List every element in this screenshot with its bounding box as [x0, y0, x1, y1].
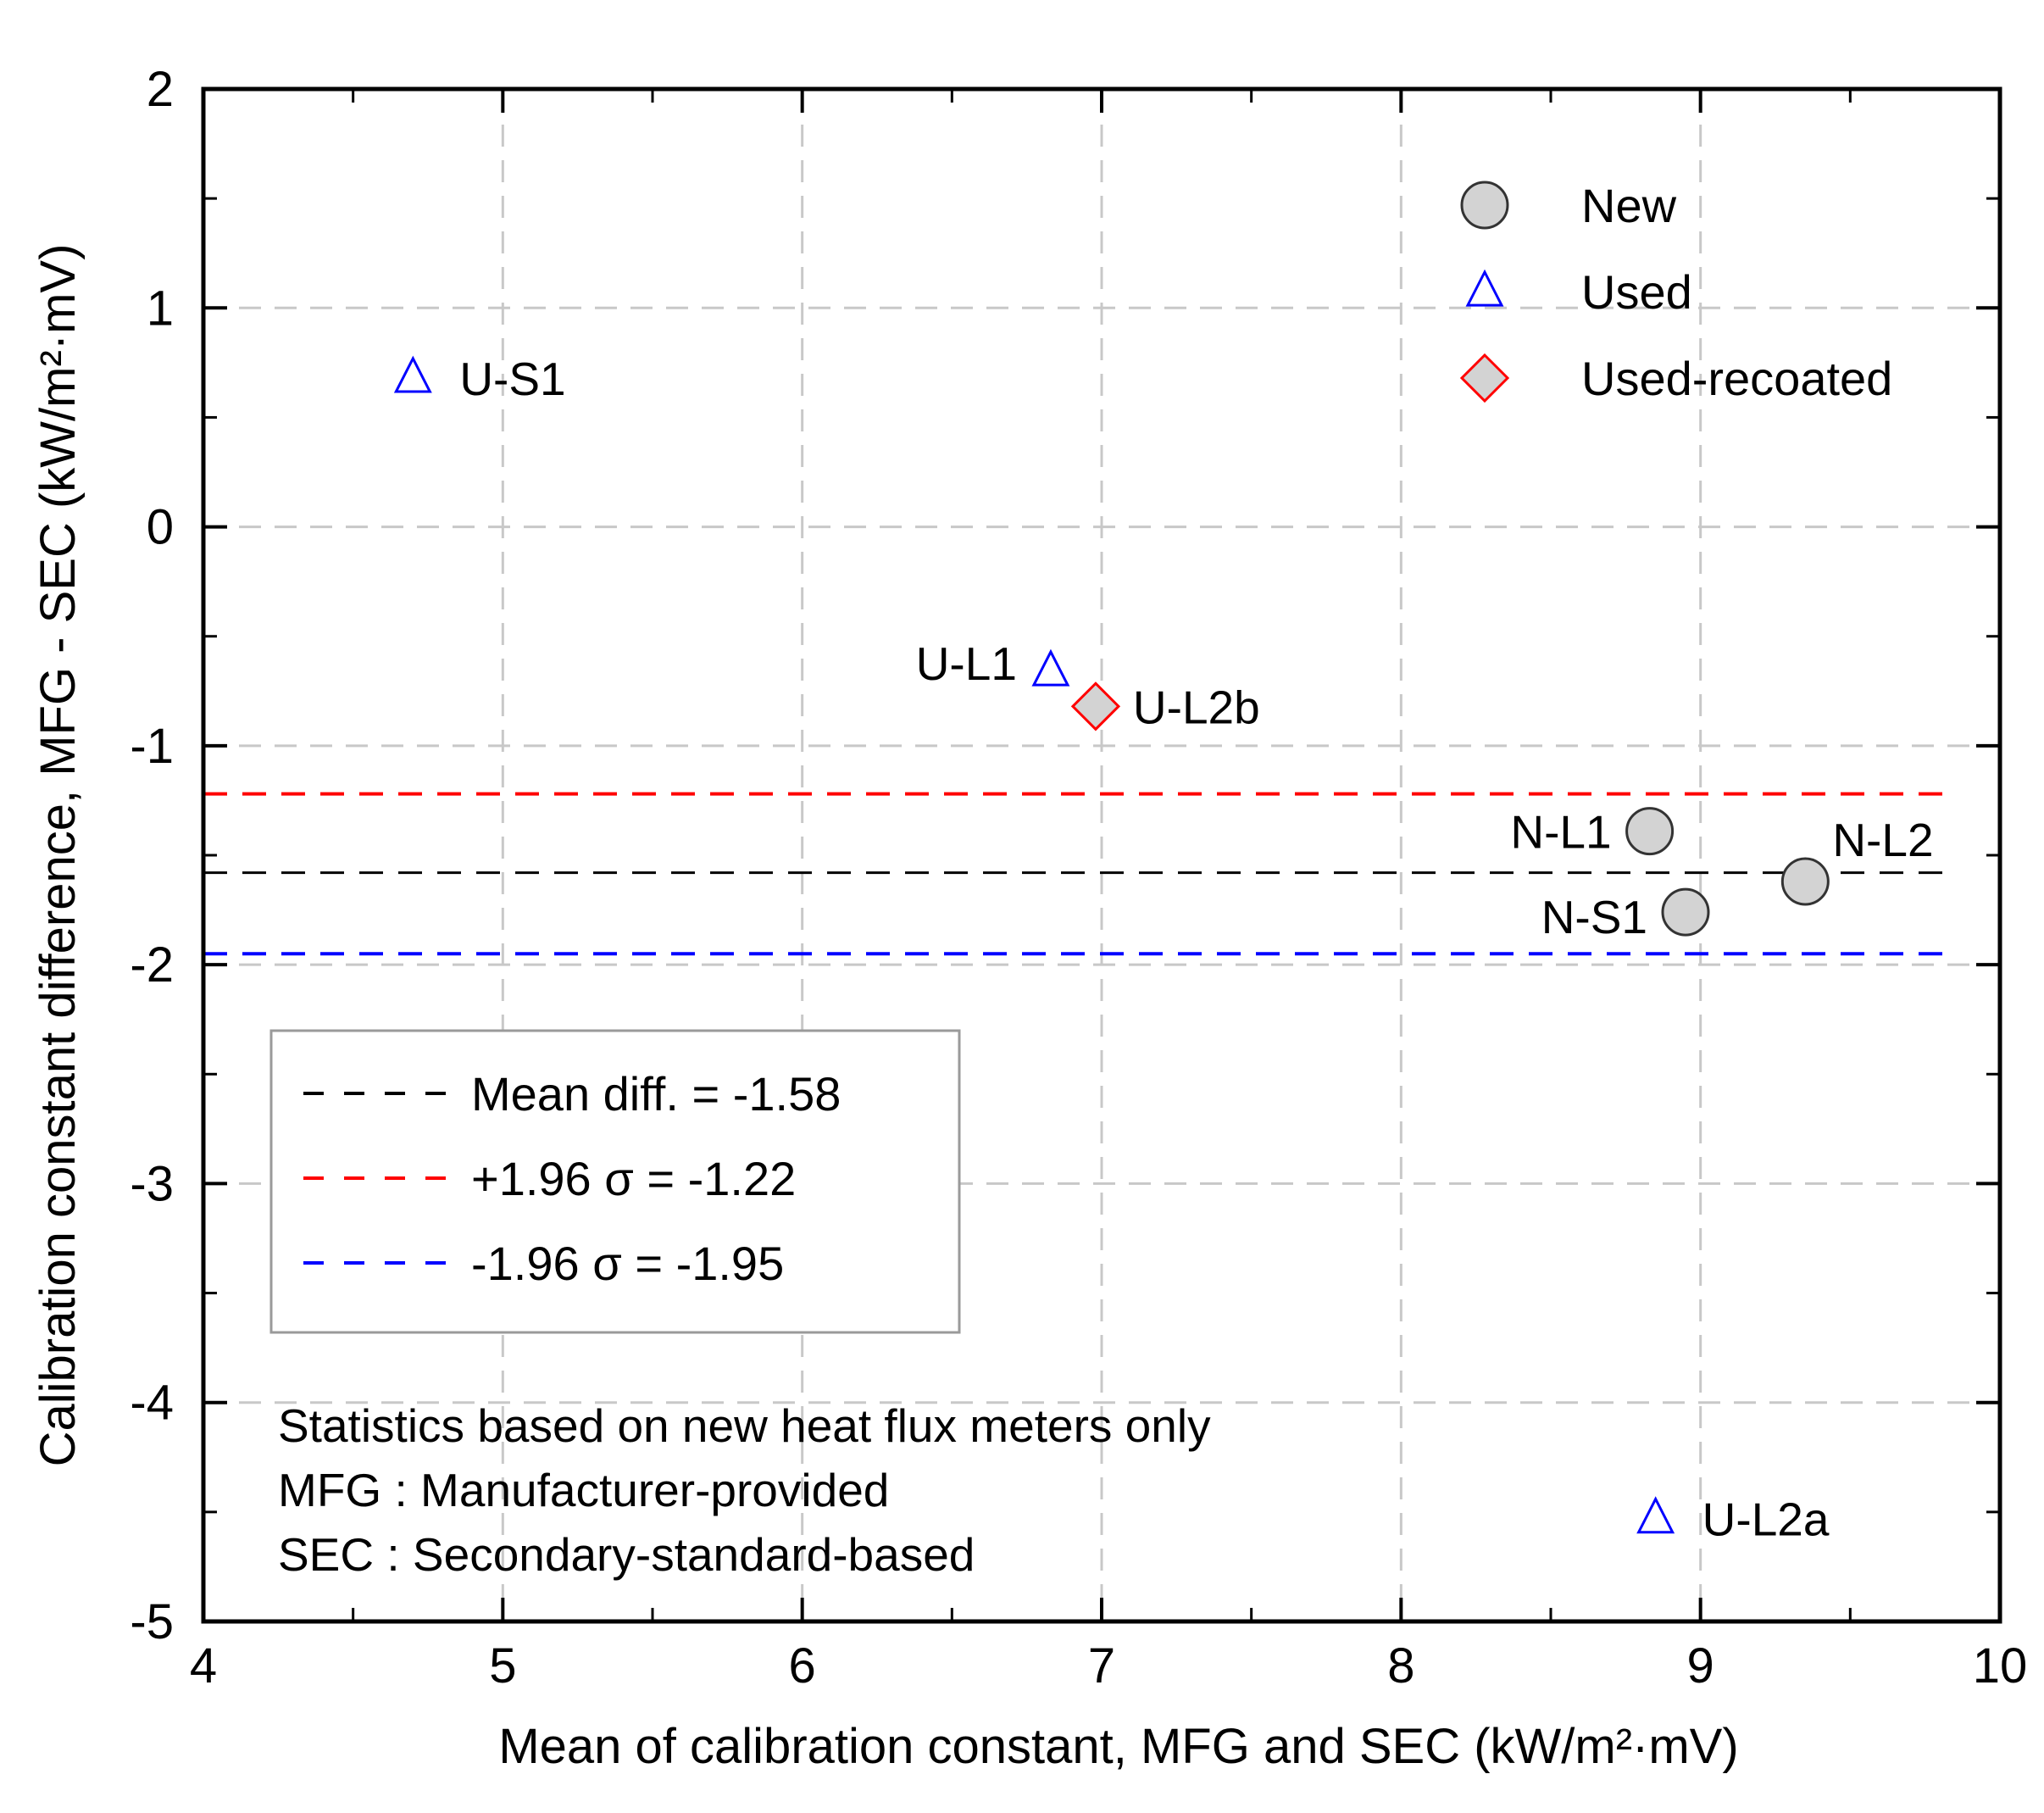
x-tick-label: 10 — [1973, 1638, 2028, 1693]
reference-lines — [203, 792, 1955, 956]
y-tick-label: 2 — [147, 62, 174, 117]
x-axis-title: Mean of calibration constant, MFG and SE… — [498, 1719, 1738, 1774]
point-label: U-S1 — [459, 353, 565, 405]
note-line: MFG : Manufacturer-provided — [278, 1464, 889, 1516]
point-label: N-L1 — [1510, 806, 1611, 859]
statistics-legend: Mean diff. = -1.58 +1.96 σ = -1.22 -1.96 σ… — [269, 1029, 961, 1334]
point-label: U-L2a — [1702, 1493, 1830, 1546]
y-tick-label: 1 — [147, 281, 174, 336]
notes: Statistics based on new heat flux meters… — [278, 1399, 1211, 1581]
point-u-s1 — [393, 355, 432, 393]
y-tick-label: -3 — [130, 1156, 174, 1211]
stats-legend-label: Mean diff. = -1.58 — [471, 1067, 841, 1121]
y-tick-label: -1 — [130, 719, 174, 774]
note-line: SEC : Secondary-standard-based — [278, 1528, 975, 1581]
x-tick-label: 9 — [1687, 1638, 1714, 1693]
series-legend: New Used Used-recoated — [1459, 179, 1892, 405]
legend-label: Used — [1581, 265, 1692, 319]
point-label: U-L1 — [916, 637, 1017, 690]
legend-marker-used — [1465, 269, 1504, 307]
y-tick-label: -2 — [130, 937, 174, 993]
legend-label: Used-recoated — [1581, 352, 1892, 405]
legend-label: New — [1581, 179, 1677, 232]
grid-lines — [203, 89, 2000, 1621]
x-tick-label: 4 — [190, 1638, 217, 1693]
point-label: N-S1 — [1541, 891, 1647, 943]
axis-tick-labels: 4 5 6 7 8 9 10 -5 -4 -3 -2 -1 0 1 2 — [130, 62, 2027, 1693]
data-points: N-L1 N-S1 N-L2 U-S1 U-L1 U-L2a U-L2b — [393, 353, 1934, 1546]
point-label: U-L2b — [1133, 681, 1260, 733]
note-line: Statistics based on new heat flux meters… — [278, 1399, 1211, 1452]
point-n-l1 — [1625, 807, 1675, 856]
point-n-l2 — [1780, 857, 1830, 906]
y-axis-title: Calibration constant difference, MFG - S… — [31, 244, 86, 1467]
x-tick-label: 5 — [489, 1638, 516, 1693]
stats-legend-label: -1.96 σ = -1.95 — [471, 1237, 784, 1290]
point-u-l1 — [1031, 648, 1070, 687]
point-label: N-L2 — [1832, 814, 1933, 866]
y-tick-label: 0 — [147, 500, 174, 555]
stats-legend-label: +1.96 σ = -1.22 — [471, 1152, 796, 1205]
legend-marker-used-recoated — [1459, 353, 1510, 403]
x-tick-label: 7 — [1088, 1638, 1115, 1693]
y-tick-label: -5 — [130, 1594, 174, 1649]
point-u-l2b — [1070, 681, 1121, 731]
x-tick-label: 8 — [1387, 1638, 1414, 1693]
stats-box-frame — [269, 1029, 961, 1334]
point-n-s1 — [1661, 887, 1710, 937]
point-u-l2a — [1636, 1496, 1675, 1534]
legend-marker-new — [1460, 181, 1509, 230]
x-tick-label: 6 — [789, 1638, 816, 1693]
axis-ticks — [202, 87, 2002, 1623]
y-tick-label: -4 — [130, 1376, 174, 1431]
